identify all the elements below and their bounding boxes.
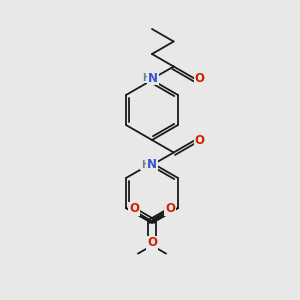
Text: N: N	[148, 71, 158, 85]
Text: H: H	[141, 160, 149, 170]
Text: O: O	[165, 202, 175, 215]
Text: O: O	[194, 134, 204, 146]
Text: O: O	[194, 73, 204, 85]
Text: H: H	[142, 73, 150, 83]
Text: O: O	[148, 236, 158, 250]
Text: N: N	[147, 158, 157, 172]
Text: O: O	[129, 202, 139, 215]
Text: O: O	[146, 236, 156, 250]
